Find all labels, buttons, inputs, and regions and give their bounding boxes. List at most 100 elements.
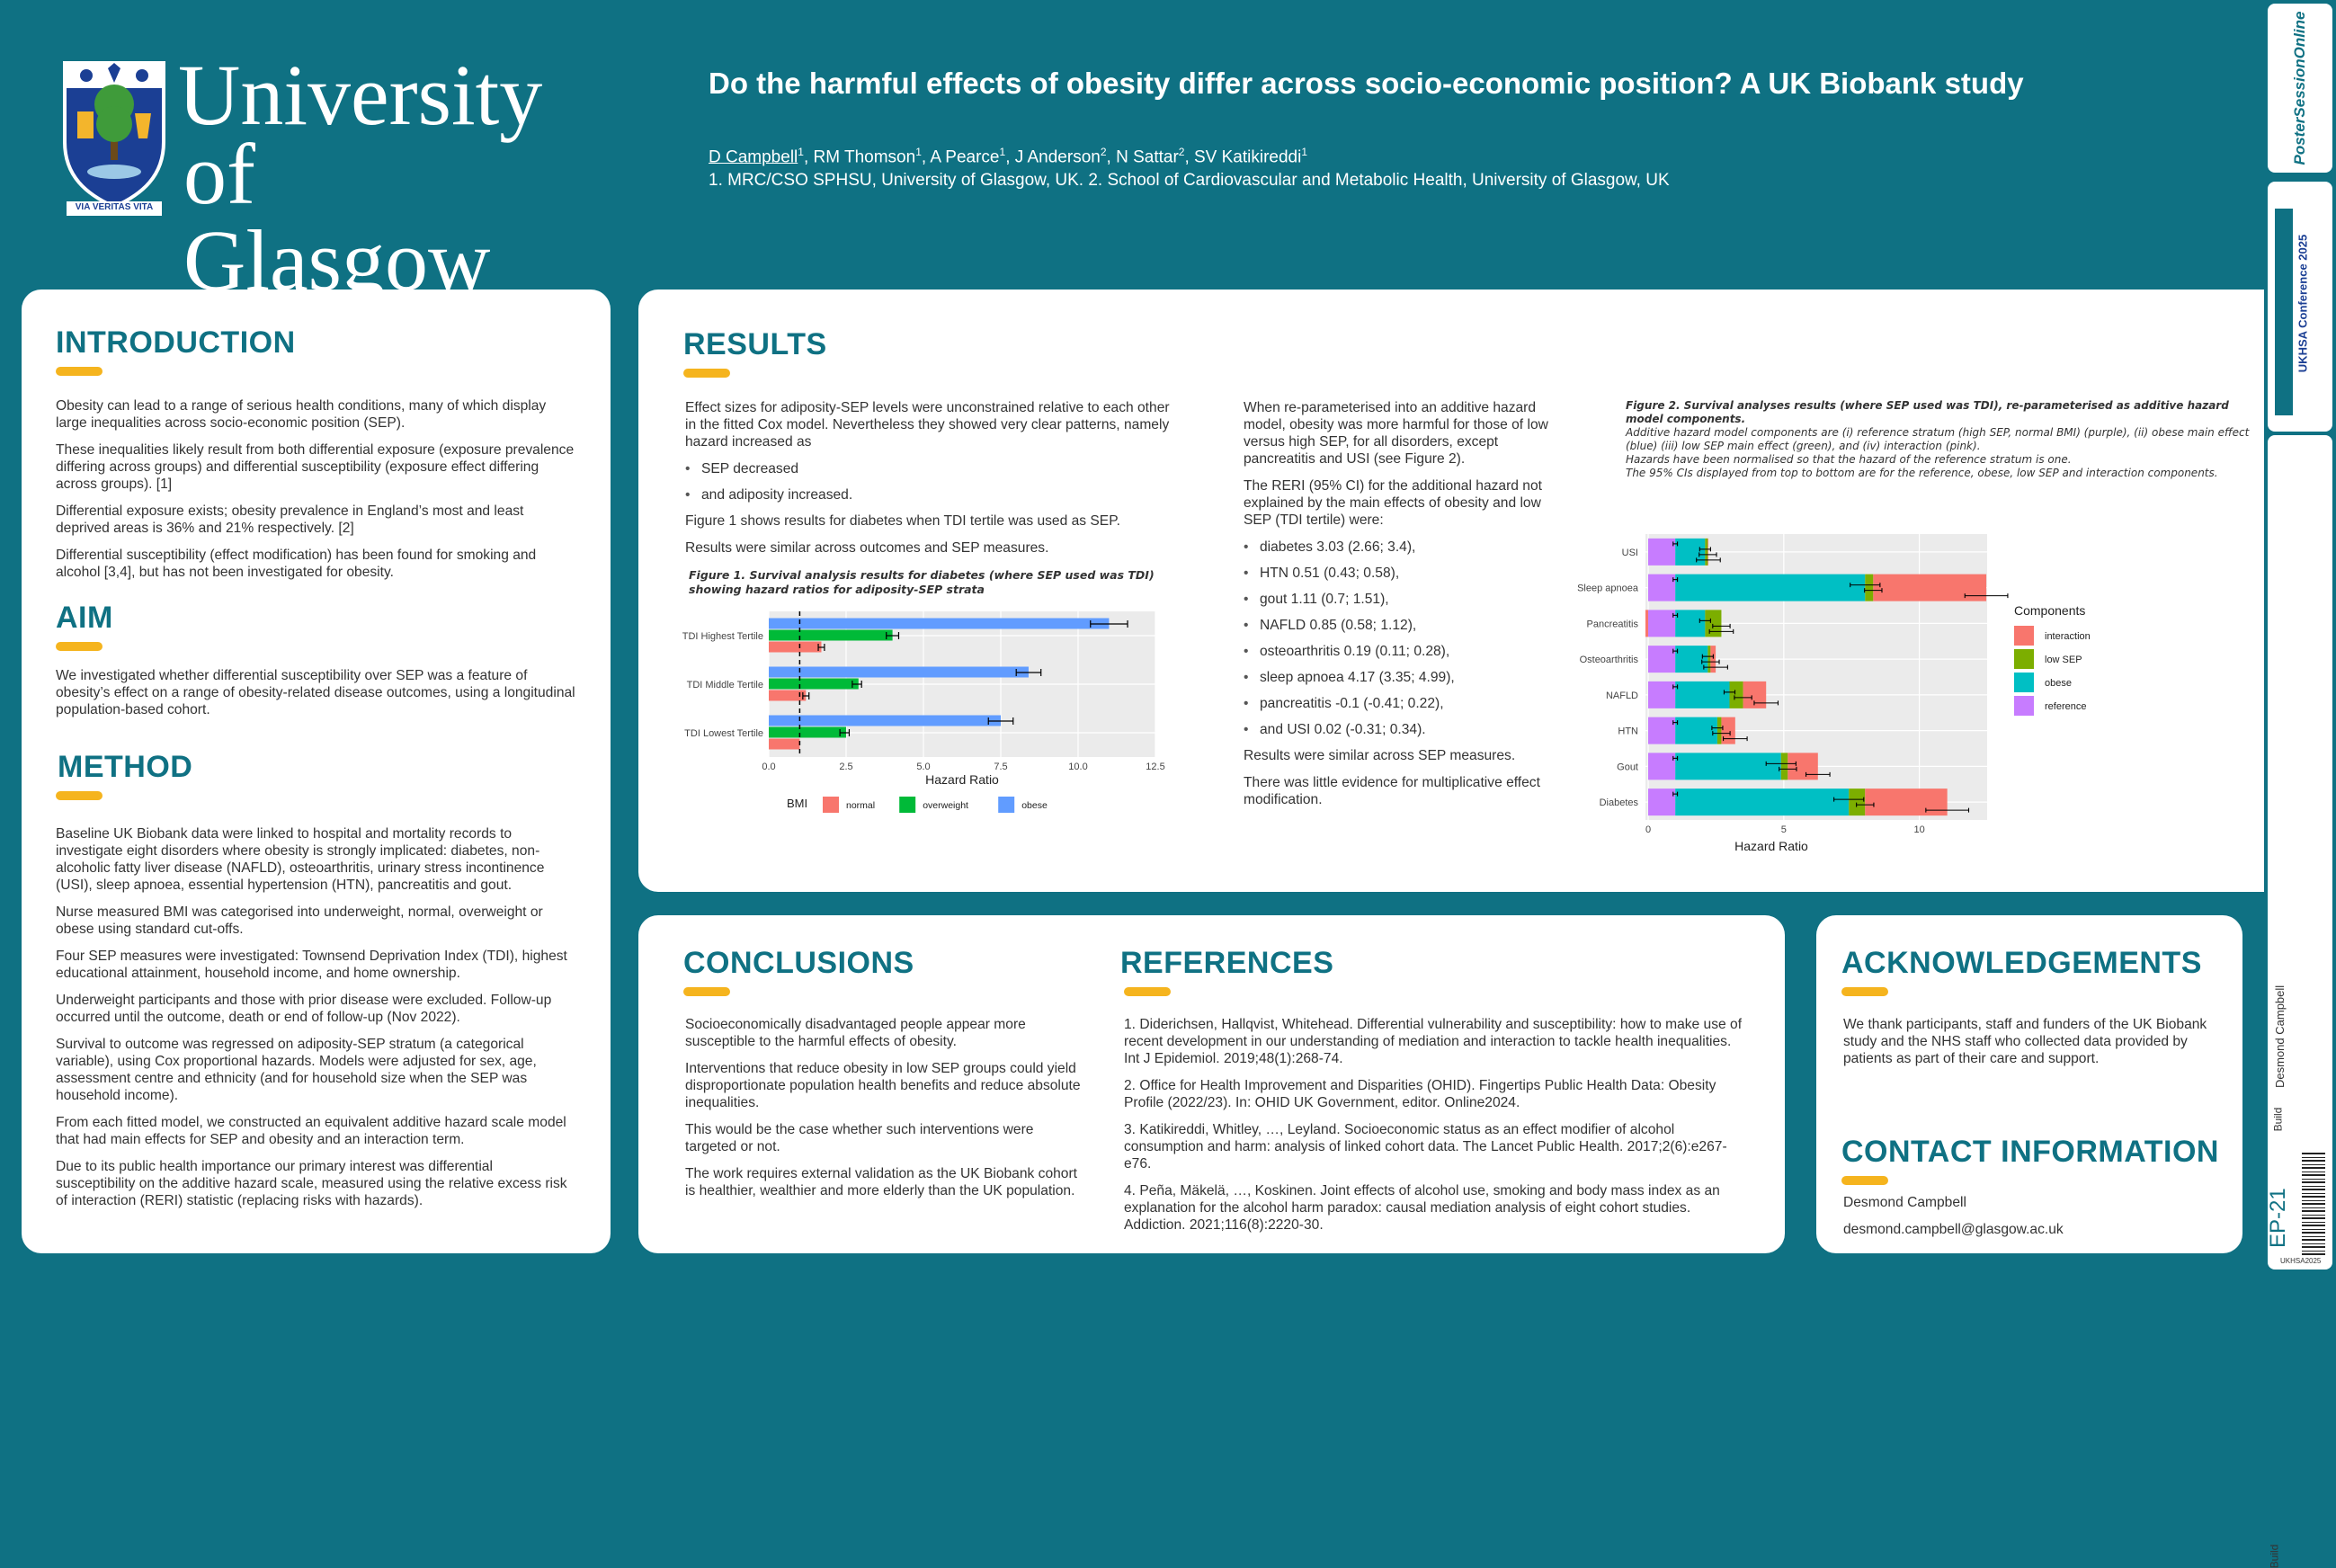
legend-swatch-normal [823, 797, 839, 813]
logo-text-university: University [178, 47, 543, 143]
reference-item: 3. Katikireddi, Whitley, …, Leyland. Soc… [1124, 1122, 1727, 1172]
introduction-heading: INTRODUCTION [56, 325, 296, 360]
legend-label-overweight: overweight [923, 800, 968, 811]
legend-swatch-interaction [2014, 626, 2034, 646]
y-tick-label: USI [1622, 548, 1638, 558]
bar-interaction [1721, 717, 1735, 744]
bar-interaction [1645, 610, 1649, 637]
legend-label-reference: reference [2045, 701, 2086, 712]
legend-label-obese: obese [2045, 678, 2072, 689]
bar-interaction [1865, 788, 1948, 816]
results-panel: RESULTS Effect sizes for adiposity-SEP l… [638, 290, 2284, 892]
x-tick-label: 2.5 [839, 762, 852, 772]
crest-motto: VIA VERITAS VITA [75, 202, 154, 212]
left-panel: INTRODUCTION Obesity can lead to a range… [22, 290, 611, 1253]
results-col1-text: Effect sizes for adiposity-SEP levels we… [685, 399, 1171, 566]
bar-overweight [769, 678, 859, 690]
bar-overweight [769, 629, 893, 641]
conclusions-text: Socioeconomically disadvantaged people a… [685, 1017, 1081, 1198]
x-axis-label: Hazard Ratio [1734, 839, 1808, 853]
bar-reference [1648, 646, 1676, 673]
heading-underline [683, 369, 730, 378]
y-tick-label: Diabetes [1600, 797, 1639, 808]
heading-underline [56, 367, 103, 376]
method-heading: METHOD [58, 750, 193, 784]
bar-obese [1675, 788, 1850, 816]
figure1-caption: Figure 1. Survival analysis results for … [689, 568, 1155, 596]
sidebar-author: Desmond Campbell [2273, 984, 2287, 1088]
bar-interaction [1707, 538, 1708, 566]
heading-underline [1841, 1176, 1888, 1185]
bar-low-SEP [1780, 753, 1788, 780]
references-heading: REFERENCES [1120, 946, 1334, 980]
crest-icon [63, 61, 165, 216]
contact-name: Desmond Campbell [1843, 1195, 1966, 1210]
y-tick-label: HTN [1618, 726, 1638, 737]
bar-obese [769, 618, 1110, 629]
conference-badge[interactable]: UKHSA Conference 2025 [2268, 182, 2332, 432]
x-tick-label: 12.5 [1146, 762, 1164, 772]
bar-normal [769, 690, 807, 701]
y-tick-label: TDI Middle Tertile [687, 680, 763, 690]
aim-heading: AIM [56, 601, 113, 635]
bar-low-SEP [1865, 574, 1874, 601]
bar-interaction [1873, 574, 1987, 601]
bar-low-SEP [1849, 788, 1866, 816]
authors: D Campbell1, RM Thomson1, A Pearce1, J A… [709, 146, 1308, 167]
bar-overweight [769, 726, 846, 738]
legend-label-low-SEP: low SEP [2045, 655, 2082, 665]
legend-swatch-obese [2014, 673, 2034, 692]
university-logo: VIA VERITAS VITA University of Glasgow [61, 52, 574, 304]
bar-interaction [1710, 646, 1716, 673]
poster-id: EP-21 [2266, 1188, 2290, 1248]
bar-obese [1675, 610, 1706, 637]
y-tick-label: Pancreatitis [1587, 619, 1639, 629]
reference-item: 1. Diderichsen, Hallqvist, Whitehead. Di… [1124, 1017, 1743, 1066]
bar-obese [769, 666, 1029, 678]
results-heading: RESULTS [683, 327, 827, 361]
legend-title: BMI [787, 797, 807, 810]
barcode-icon [2302, 1151, 2325, 1255]
bar-reference [1648, 753, 1676, 780]
bar-reference [1648, 717, 1676, 744]
contact-heading: CONTACT INFORMATION [1841, 1135, 2219, 1169]
reference-item: 2. Office for Health Improvement and Dis… [1124, 1078, 1716, 1110]
x-tick-label: 7.5 [994, 762, 1007, 772]
bar-reference [1648, 610, 1676, 637]
introduction-text: Obesity can lead to a range of serious h… [56, 398, 575, 580]
figure2-caption: Figure 2. Survival analyses results (whe… [1626, 399, 2250, 479]
bar-normal [769, 738, 800, 750]
bar-obese [769, 715, 1001, 726]
x-tick-label: 5 [1781, 824, 1787, 835]
acknowledgements-text: We thank participants, staff and funders… [1843, 1017, 2207, 1066]
author-first[interactable]: D Campbell [709, 147, 798, 167]
x-tick-label: 0.0 [762, 762, 775, 772]
logo-text-glasgow: of Glasgow [183, 126, 491, 308]
heading-underline [56, 791, 103, 800]
bar-obese [1675, 753, 1781, 780]
conclusions-heading: CONCLUSIONS [683, 946, 914, 980]
results-col2-text: When re-parameterised into an additive h… [1244, 399, 1549, 818]
x-tick-label: 0 [1645, 824, 1651, 835]
bar-obese [1675, 717, 1717, 744]
bar-low-SEP [1716, 717, 1722, 744]
x-tick-label: 10.0 [1068, 762, 1087, 772]
heading-underline [56, 642, 103, 651]
bar-low-SEP [1705, 538, 1708, 566]
conclusions-panel: CONCLUSIONS Socioeconomically disadvanta… [638, 915, 1785, 1253]
figure1-chart: 0.0 2.5 5.0 7.5 10.0 12.5 TDI Highest Tertile T… [682, 611, 1165, 813]
legend-label-obese: obese [1021, 800, 1048, 811]
x-tick-label: 10 [1913, 824, 1924, 835]
bar-low-SEP [1729, 681, 1743, 708]
contact-email[interactable]: desmond.campbell@glasgow.ac.uk [1843, 1222, 2064, 1237]
y-tick-label: Sleep apnoea [1577, 584, 1639, 594]
affiliations: 1. MRC/CSO SPHSU, University of Glasgow,… [709, 171, 1670, 190]
bar-obese [1675, 538, 1706, 566]
bar-obese [1675, 681, 1730, 708]
poster-title: Do the harmful effects of obesity differ… [709, 67, 2024, 100]
bar-reference [1648, 538, 1676, 566]
bar-reference [1648, 574, 1676, 601]
bar-reference [1648, 788, 1676, 816]
method-text: Baseline UK Biobank data were linked to … [56, 826, 567, 1208]
postersession-logo[interactable]: PosterSessionOnline [2268, 4, 2332, 173]
